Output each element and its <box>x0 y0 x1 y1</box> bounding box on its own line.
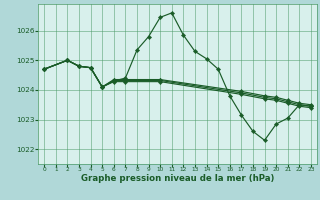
X-axis label: Graphe pression niveau de la mer (hPa): Graphe pression niveau de la mer (hPa) <box>81 174 274 183</box>
